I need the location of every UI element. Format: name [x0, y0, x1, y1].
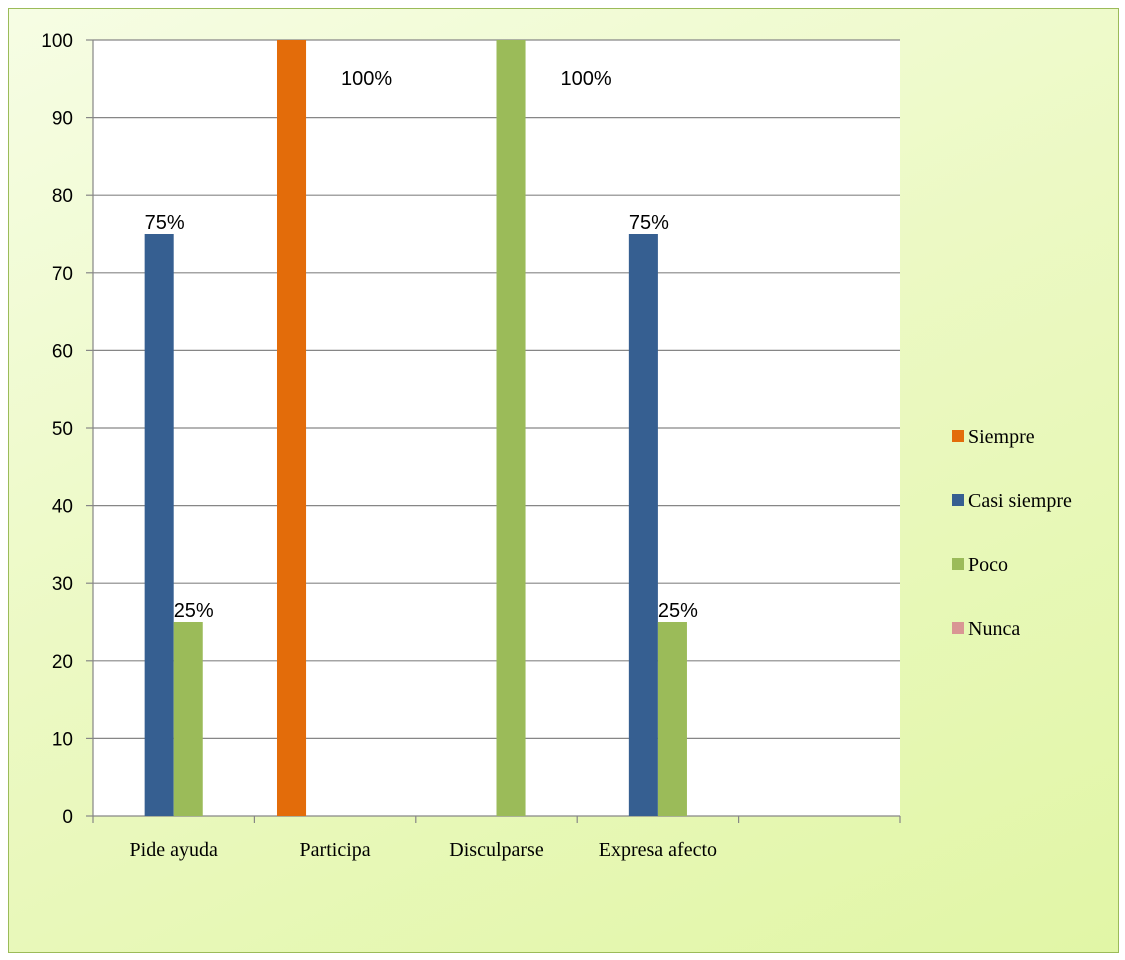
- category-labels: Pide ayuda Participa Disculparse Expresa af…: [130, 839, 717, 861]
- data-label: 75%: [145, 212, 185, 234]
- y-tick-label: 50: [52, 419, 73, 440]
- data-label: 75%: [629, 212, 669, 234]
- legend-swatch: [952, 430, 964, 442]
- y-tick-label: 30: [52, 574, 73, 595]
- x-category-label: Pide ayuda: [130, 839, 218, 861]
- legend-label: Casi siempre: [968, 490, 1072, 512]
- legend-label: Poco: [968, 554, 1008, 576]
- y-tick-label: 10: [52, 729, 73, 750]
- legend-swatch: [952, 622, 964, 634]
- data-label: 25%: [174, 600, 214, 622]
- x-category-label: Expresa afecto: [599, 839, 717, 861]
- bar: [173, 622, 203, 816]
- bar: [276, 40, 307, 816]
- x-category-label: Disculparse: [449, 839, 544, 861]
- bar: [657, 622, 687, 816]
- bar: [496, 40, 526, 816]
- legend-swatch: [952, 558, 964, 570]
- legend: Siempre Casi siempre Poco Nunca: [952, 426, 1072, 640]
- legend-label: Nunca: [968, 618, 1020, 640]
- x-category-label: Participa: [300, 839, 371, 861]
- data-labels: 100% 75% 75% 25% 100% 25%: [145, 68, 698, 622]
- bar: [144, 234, 174, 816]
- y-tick-label: 70: [52, 264, 73, 285]
- y-tick-label: 100: [41, 31, 73, 52]
- data-label: 25%: [658, 600, 698, 622]
- bar: [628, 234, 658, 816]
- y-tick-label: 40: [52, 497, 73, 518]
- legend-label: Siempre: [968, 426, 1035, 448]
- y-tick-label: 90: [52, 109, 73, 130]
- data-label: 100%: [341, 68, 392, 90]
- bars: [144, 40, 687, 816]
- y-tick-label: 0: [62, 807, 73, 828]
- legend-swatch: [952, 494, 964, 506]
- data-label: 100%: [561, 68, 612, 90]
- y-tick-label: 20: [52, 652, 73, 673]
- y-tick-label: 80: [52, 186, 73, 207]
- y-tick-labels: 0 10 20 30 40 50 60 70 80 90 100: [41, 31, 73, 828]
- y-tick-label: 60: [52, 341, 73, 362]
